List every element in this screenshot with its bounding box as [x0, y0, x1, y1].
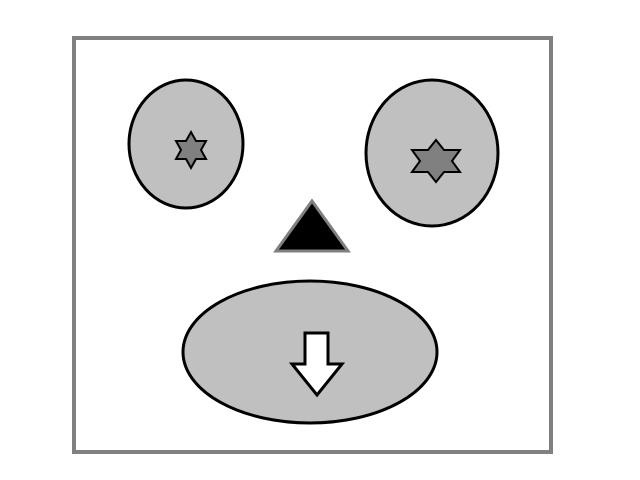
nose-triangle: [273, 198, 351, 253]
right-eye-star-icon: [410, 138, 462, 184]
left-eye-star-icon: [174, 129, 208, 171]
down-arrow-icon: [288, 331, 346, 398]
